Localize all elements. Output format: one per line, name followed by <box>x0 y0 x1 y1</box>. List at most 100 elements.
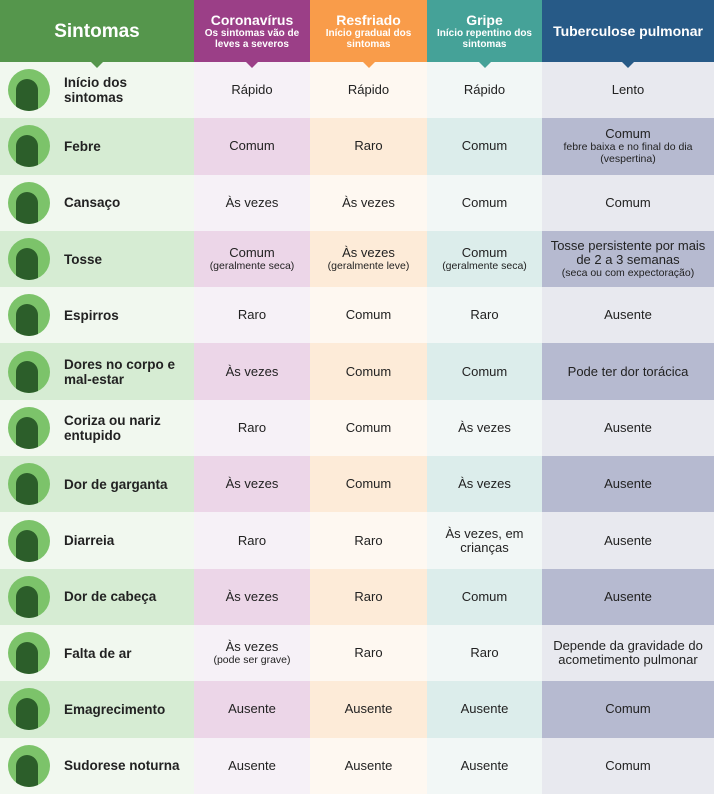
cell-coronavirus: Comum (geralmente seca) <box>194 230 310 288</box>
cell-note: (geralmente seca) <box>442 260 527 273</box>
cell-value: Comum <box>461 245 508 261</box>
cell-value: Rápido <box>347 82 390 98</box>
cell-gripe: Rápido <box>427 62 542 119</box>
cell-gripe: Raro <box>427 624 542 682</box>
cell-coronavirus: Às vezes (pode ser grave) <box>194 624 310 682</box>
symptom-cell: Coriza ou nariz entupido <box>0 399 194 457</box>
cell-tuberculose: Ausente <box>542 512 714 569</box>
symptom-cell: Cansaço <box>0 174 194 231</box>
column-header-sintomas: Sintomas <box>0 0 194 68</box>
cell-resfriado: Comum <box>310 343 427 400</box>
cell-tuberculose: Pode ter dor torácica <box>542 343 714 400</box>
cell-value: Ausente <box>460 701 509 717</box>
cell-coronavirus: Rápido <box>194 62 310 119</box>
symptom-label: Febre <box>64 138 101 154</box>
cell-value: Comum <box>229 245 275 261</box>
cell-tuberculose: Comum <box>542 737 714 794</box>
cell-value: Ausente <box>460 757 509 773</box>
cell-tuberculose: Ausente <box>542 568 714 625</box>
cell-resfriado: Comum <box>310 399 427 457</box>
cell-tuberculose: Lento <box>542 62 714 119</box>
cell-value: Raro <box>470 645 499 661</box>
fever-icon <box>8 125 50 168</box>
table-row: Tosse Comum (geralmente seca) Às vezes (gera… <box>0 230 714 288</box>
table-row: Diarreia Raro Raro Às vezes, em crianças Aus… <box>0 512 714 569</box>
table-row: Início dos sintomas Rápido Rápido Rápido Len… <box>0 62 714 119</box>
cell-value: Comum <box>345 363 392 379</box>
symptom-cell: Dor de garganta <box>0 456 194 513</box>
cell-value: Às vezes <box>225 476 279 492</box>
table-row: Falta de ar Às vezes (pode ser grave) Raro R… <box>0 624 714 682</box>
table-row: Dores no corpo e mal-estar Às vezes Comum C… <box>0 343 714 400</box>
symptom-cell: Falta de ar <box>0 624 194 682</box>
cell-value: Comum <box>605 757 651 773</box>
cell-gripe: Comum <box>427 118 542 175</box>
cell-note: (geralmente leve) <box>327 260 410 273</box>
cell-value: Raro <box>237 532 267 548</box>
cell-value: Ausente <box>344 757 393 773</box>
cell-resfriado: Comum <box>310 287 427 344</box>
symptom-cell: Sudorese noturna <box>0 737 194 794</box>
cell-value: Depende da gravidade do acometimento pul… <box>553 638 703 668</box>
column-title: Sintomas <box>54 20 140 42</box>
cell-coronavirus: Às vezes <box>194 174 310 231</box>
cell-value: Raro <box>354 588 383 604</box>
sore-throat-icon <box>8 463 50 506</box>
cell-value: Comum <box>461 588 508 604</box>
cell-value: Tosse persistente por mais de 2 a 3 sema… <box>550 238 706 268</box>
cell-gripe: Raro <box>427 287 542 344</box>
cell-value: Raro <box>237 419 267 435</box>
table-row: Emagrecimento Ausente Ausente Ausente Comum <box>0 681 714 738</box>
cell-value: Comum <box>461 194 508 210</box>
cell-gripe: Às vezes <box>427 399 542 457</box>
table-row: Sudorese noturna Ausente Ausente Ausente Com… <box>0 737 714 794</box>
symptom-label: Emagrecimento <box>64 701 166 717</box>
cell-gripe: Ausente <box>427 681 542 738</box>
shortness-of-breath-icon <box>8 632 50 675</box>
cell-value: Ausente <box>228 701 276 717</box>
cell-value: Às vezes <box>225 363 279 379</box>
cell-resfriado: Rápido <box>310 62 427 119</box>
cell-value: Às vezes <box>225 639 279 655</box>
column-title: Resfriado <box>336 11 401 28</box>
symptom-label: Dor de cabeça <box>64 589 157 605</box>
cell-value: Lento <box>611 82 645 98</box>
cell-coronavirus: Raro <box>194 287 310 344</box>
cell-tuberculose: Tosse persistente por mais de 2 a 3 sema… <box>542 230 714 288</box>
symptom-label: Dor de garganta <box>64 476 168 492</box>
column-header-gripe: Gripe Início repentino dos sintomas <box>427 0 542 68</box>
cell-value: Comum <box>461 363 508 379</box>
symptom-label: Coriza ou nariz entupido <box>64 412 161 443</box>
cell-coronavirus: Raro <box>194 399 310 457</box>
symptom-label: Sudorese noturna <box>64 758 180 774</box>
cell-value: Ausente <box>604 532 652 548</box>
cell-value: Comum <box>345 419 392 435</box>
column-subtitle: Os sintomas vão de leves a severos <box>204 27 300 50</box>
sneeze-icon <box>8 294 50 337</box>
cell-value: Às vezes <box>458 419 511 435</box>
cell-gripe: Comum <box>427 343 542 400</box>
symptom-label: Tosse <box>64 251 103 267</box>
column-header-tuberculose: Tuberculose pulmonar <box>542 0 714 68</box>
cell-value: Rápido <box>463 82 506 98</box>
cell-value: Às vezes <box>342 245 395 261</box>
cell-value: Às vezes <box>225 194 279 210</box>
cell-tuberculose: Ausente <box>542 287 714 344</box>
cough-icon <box>8 238 50 281</box>
table-row: Espirros Raro Comum Raro Ausente <box>0 287 714 344</box>
cell-value: Comum <box>345 476 392 492</box>
cell-tuberculose: Comum <box>542 681 714 738</box>
cell-value: Ausente <box>228 757 276 773</box>
cell-tuberculose: Comum febre baixa e no final do dia (vesp… <box>542 118 714 175</box>
column-title: Gripe <box>466 11 503 28</box>
column-subtitle: Início gradual dos sintomas <box>325 27 412 50</box>
cell-coronavirus: Ausente <box>194 737 310 794</box>
symptom-cell: Espirros <box>0 287 194 344</box>
cell-value: Raro <box>354 532 383 548</box>
weight-loss-icon <box>8 688 50 731</box>
cell-tuberculose: Comum <box>542 174 714 231</box>
runny-nose-icon <box>8 406 50 449</box>
cell-coronavirus: Ausente <box>194 681 310 738</box>
symptom-label: Diarreia <box>64 533 115 549</box>
cell-tuberculose: Ausente <box>542 399 714 457</box>
